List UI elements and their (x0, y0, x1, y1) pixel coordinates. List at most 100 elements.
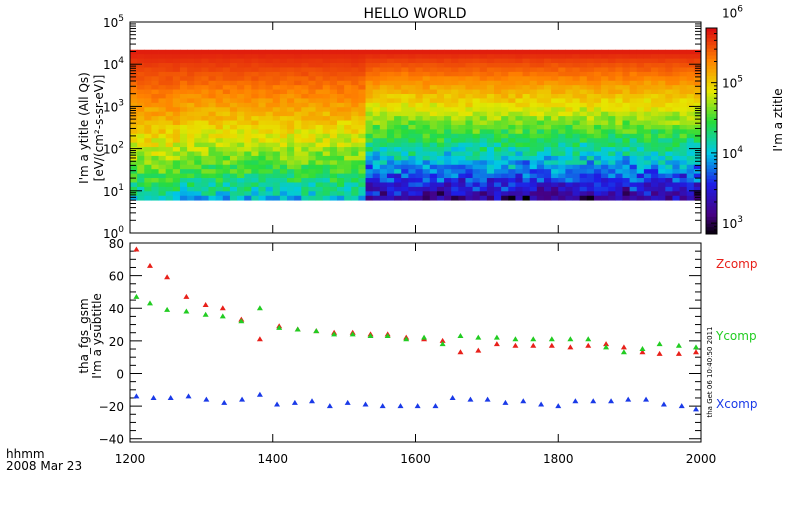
heatmap-cell (593, 76, 602, 82)
heatmap-cell (622, 173, 631, 179)
heatmap-cell (229, 173, 238, 179)
heatmap-cell (422, 129, 431, 135)
colorbar-segment (706, 148, 717, 153)
heatmap-cell (422, 164, 431, 170)
heatmap-cell (244, 173, 252, 179)
heatmap-cell (165, 102, 174, 108)
heatmap-cell (265, 169, 274, 175)
heatmap-cell (622, 49, 631, 55)
heatmap-cell (194, 111, 202, 117)
heatmap-cell (344, 116, 352, 121)
heatmap-cell (486, 178, 495, 183)
heatmap-cell (608, 195, 616, 201)
heatmap-cell (351, 164, 359, 170)
heatmap-cell (593, 151, 602, 157)
heatmap-cell (408, 173, 416, 179)
heatmap-cell (208, 155, 217, 161)
heatmap-cell (329, 147, 338, 152)
heatmap-cell (422, 63, 431, 68)
heatmap-cell (615, 93, 623, 99)
heatmap-cell (501, 58, 509, 64)
heatmap-cell (508, 120, 516, 126)
heatmap-cell (622, 67, 631, 73)
heatmap-cell (479, 178, 488, 183)
heatmap-cell (179, 195, 188, 201)
heatmap-cell (494, 107, 502, 113)
heatmap-cell (465, 195, 473, 201)
heatmap-cell (429, 98, 438, 104)
point-xcomp (643, 396, 650, 402)
heatmap-cell (351, 54, 359, 59)
heatmap-cell (458, 120, 466, 126)
heatmap-cell (351, 85, 359, 90)
heatmap-cell (144, 178, 152, 183)
heatmap-cell (379, 58, 388, 64)
heatmap-cell (379, 169, 388, 175)
point-ycomp (475, 334, 482, 340)
heatmap-cell (244, 178, 252, 183)
heatmap-cell (372, 107, 381, 113)
point-xcomp (572, 398, 579, 404)
heatmap-cell (294, 107, 302, 113)
heatmap-cell (429, 49, 438, 55)
heatmap-cell (258, 182, 267, 188)
heatmap-cell (137, 147, 145, 152)
heatmap-cell (472, 151, 481, 157)
heatmap-cell (336, 138, 345, 144)
heatmap-cell (615, 129, 623, 135)
heatmap-cell (372, 76, 381, 82)
heatmap-cell (665, 54, 673, 59)
heatmap-cell (543, 155, 552, 161)
heatmap-cell (501, 133, 509, 139)
heatmap-cell (208, 93, 217, 99)
heatmap-cell (329, 63, 338, 68)
heatmap-cell (315, 107, 324, 113)
heatmap-cell (144, 80, 152, 86)
heatmap-cell (187, 129, 195, 135)
colorbar-tick-label: 106 (722, 4, 743, 20)
heatmap-cell (444, 102, 452, 108)
heatmap-cell (208, 186, 217, 192)
heatmap-cell (572, 89, 581, 95)
heatmap-cell (451, 54, 459, 59)
heatmap-cell (686, 98, 695, 104)
heatmap-cell (472, 173, 481, 179)
heatmap-cell (529, 85, 538, 90)
heatmap-cell (208, 147, 217, 152)
heatmap-cell (351, 147, 359, 152)
heatmap-cell (379, 191, 388, 197)
heatmap-cell (315, 116, 324, 121)
heatmap-cell (279, 54, 288, 59)
heatmap-cell (629, 133, 638, 139)
heatmap-cell (179, 164, 188, 170)
heatmap-cell (287, 98, 295, 104)
heatmap-cell (130, 195, 138, 201)
heatmap-cell (515, 49, 523, 55)
heatmap-cell (287, 89, 295, 95)
heatmap-cell (579, 191, 588, 197)
heatmap-cell (165, 120, 174, 126)
heatmap-cell (144, 102, 152, 108)
heatmap-cell (394, 138, 402, 144)
heatmap-cell (479, 151, 488, 157)
heatmap-cell (444, 80, 452, 86)
heatmap-cell (401, 93, 409, 99)
heatmap-cell (565, 178, 573, 183)
heatmap-cell (565, 191, 573, 197)
point-ycomp (183, 308, 190, 314)
heatmap-cell (208, 67, 217, 73)
heatmap-cell (429, 182, 438, 188)
heatmap-cell (172, 124, 181, 130)
heatmap-cell (429, 169, 438, 175)
heatmap-cell (693, 107, 702, 113)
heatmap-cell (586, 147, 595, 152)
heatmap-cell (279, 67, 288, 73)
heatmap-cell (187, 124, 195, 130)
heatmap-cell (572, 98, 581, 104)
heatmap-cell (465, 102, 473, 108)
heatmap-cell (208, 49, 217, 55)
heatmap-cell (251, 142, 259, 148)
heatmap-cell (679, 98, 688, 104)
heatmap-cell (444, 107, 452, 113)
heatmap-cell (629, 138, 638, 144)
